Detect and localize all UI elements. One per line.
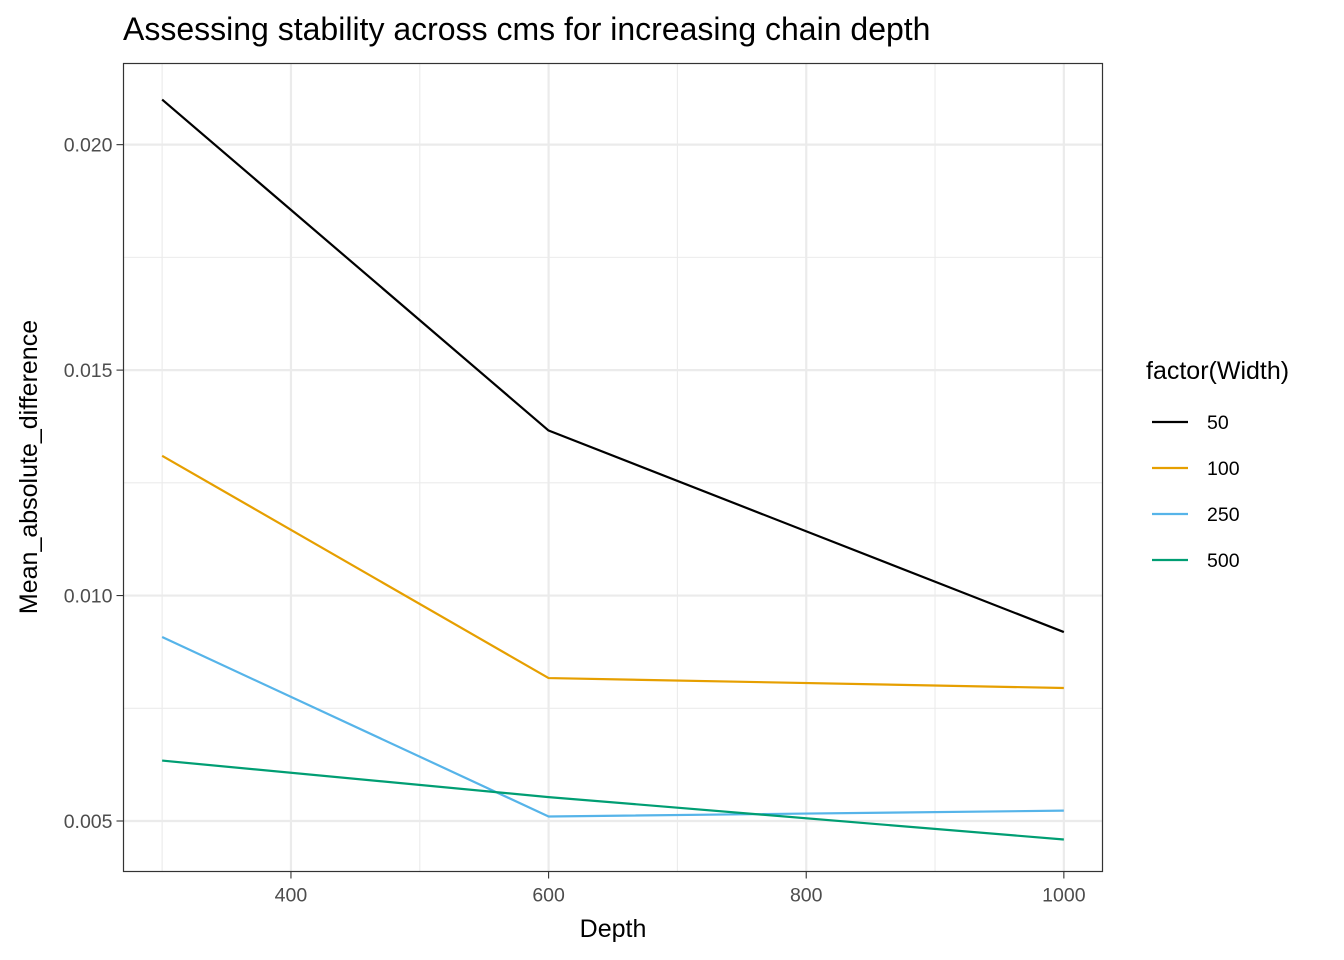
legend-label-50: 50 <box>1207 412 1229 434</box>
y-tick-label: 0.005 <box>64 811 113 833</box>
legend: factor(Width) 50 100 250 500 <box>1146 357 1289 572</box>
x-tick-label: 400 <box>275 885 308 907</box>
x-tick-label: 800 <box>790 885 823 907</box>
y-tick-label: 0.015 <box>64 360 113 382</box>
legend-title: factor(Width) <box>1146 357 1289 385</box>
x-axis: 400 600 800 1000 <box>275 871 1086 907</box>
legend-items: 50 100 250 500 <box>1152 412 1240 572</box>
legend-label-500: 500 <box>1207 550 1240 572</box>
x-tick-label: 600 <box>532 885 565 907</box>
legend-label-250: 250 <box>1207 504 1240 526</box>
legend-label-100: 100 <box>1207 458 1240 480</box>
y-axis: 0.005 0.010 0.015 0.020 <box>64 135 124 833</box>
series-lines <box>161 98 1065 841</box>
y-axis-title: Mean_absolute_difference <box>15 320 43 614</box>
grid-minor <box>123 63 1103 872</box>
grid-major <box>123 63 1103 872</box>
x-tick-label: 1000 <box>1042 885 1086 907</box>
series-line-500 <box>162 759 1064 841</box>
panel-border <box>122 62 1104 873</box>
series-line-50 <box>161 98 1065 634</box>
x-axis-title: Depth <box>580 915 647 943</box>
y-tick-label: 0.010 <box>64 586 113 608</box>
series-line-250 <box>161 636 1064 818</box>
y-tick-label: 0.020 <box>64 135 113 157</box>
series-line-100 <box>161 454 1064 690</box>
chart-title: Assessing stability across cms for incre… <box>123 11 930 47</box>
